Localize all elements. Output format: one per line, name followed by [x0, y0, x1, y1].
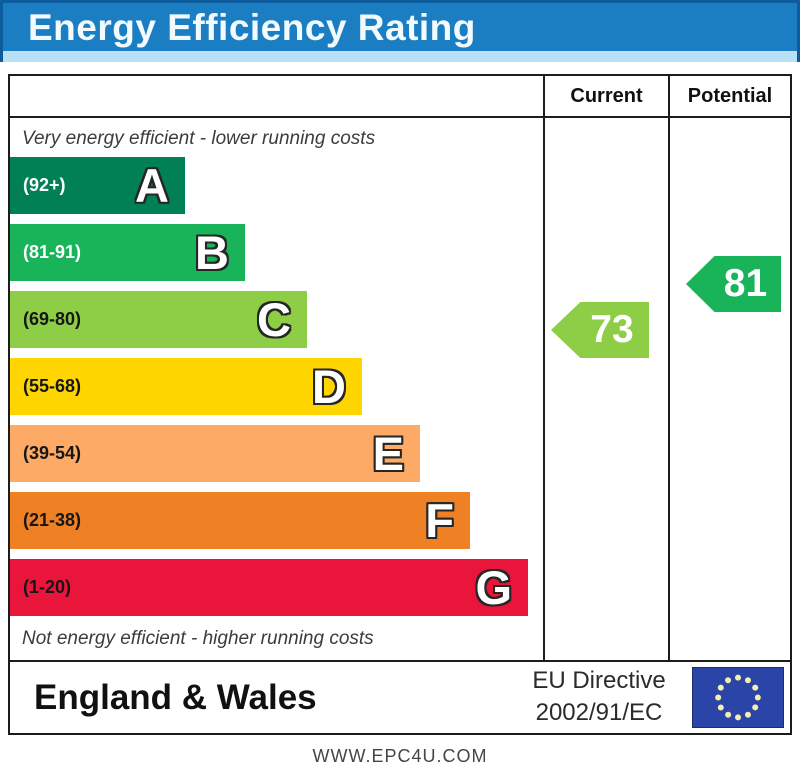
band-c: (69-80) C	[10, 291, 307, 348]
caption-not-efficient: Not energy efficient - higher running co…	[22, 628, 374, 649]
header-row-divider	[10, 116, 790, 118]
region-label: England & Wales	[34, 677, 317, 717]
band-a: (92+) A	[10, 157, 185, 214]
potential-column-divider	[668, 76, 670, 660]
caption-very-efficient: Very energy efficient - lower running co…	[22, 128, 376, 149]
potential-column-header: Potential	[687, 84, 773, 107]
band-a-letter: A	[135, 159, 169, 212]
current-column-header: Current	[570, 84, 643, 107]
eu-flag	[692, 667, 784, 728]
potential-rating-value: 81	[723, 262, 768, 305]
band-f: (21-38) F	[10, 492, 470, 549]
band-g-letter: G	[475, 561, 512, 614]
eu-directive-line1: EU Directive	[532, 667, 666, 694]
band-b-letter: B	[195, 226, 229, 279]
current-rating-value: 73	[590, 308, 634, 351]
band-c-letter: C	[257, 293, 291, 346]
band-b-range: (81-91)	[23, 242, 82, 262]
band-d-letter: D	[312, 360, 346, 413]
website-url: WWW.EPC4U.COM	[312, 746, 488, 766]
page-title: Energy Efficiency Rating	[28, 7, 476, 48]
band-e: (39-54) E	[10, 425, 420, 482]
band-c-range: (69-80)	[23, 309, 82, 329]
eu-directive-line2: 2002/91/EC	[535, 699, 663, 726]
band-f-letter: F	[425, 494, 454, 547]
band-e-letter: E	[372, 427, 404, 480]
band-b: (81-91) B	[10, 224, 245, 281]
eu-flag-stars	[715, 674, 761, 721]
band-a-range: (92+)	[23, 175, 66, 195]
band-g: (1-20) G	[10, 559, 528, 616]
band-d: (55-68) D	[10, 358, 362, 415]
footer-box: England & Wales EU Directive 2002/91/EC	[8, 660, 792, 735]
band-d-range: (55-68)	[23, 376, 82, 396]
title-bar: Energy Efficiency Rating	[0, 0, 800, 62]
current-column-divider	[543, 76, 545, 660]
eu-directive-label: EU Directive 2002/91/EC	[510, 665, 688, 729]
band-g-range: (1-20)	[23, 577, 72, 597]
band-e-range: (39-54)	[23, 443, 82, 463]
band-f-range: (21-38)	[23, 510, 82, 530]
